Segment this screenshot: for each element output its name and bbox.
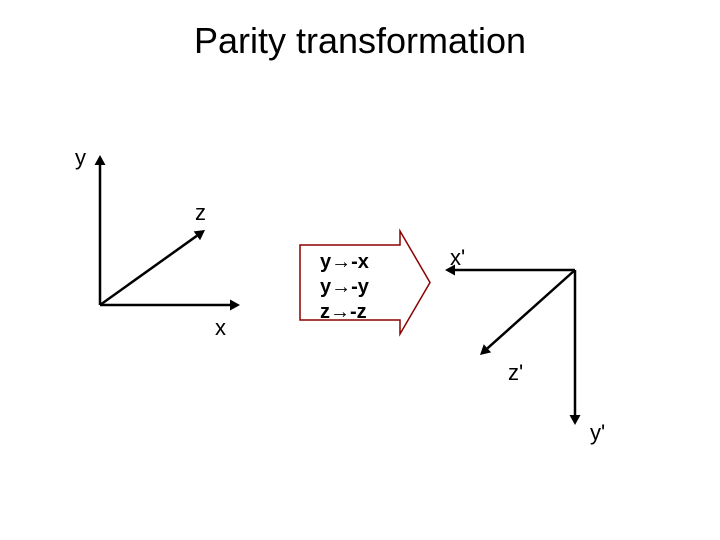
left-axis-y	[95, 155, 106, 305]
left-label-x: x	[215, 315, 226, 341]
slide: Parity transformation yxzx'y'z'y→-x y→-y…	[0, 0, 720, 540]
left-axis-z	[100, 230, 205, 305]
right-axis-zprime	[480, 270, 575, 355]
right-label-zprime: z'	[508, 360, 523, 386]
right-label-yprime: y'	[590, 420, 605, 446]
right-axis-yprime	[570, 270, 581, 425]
right-label-xprime: x'	[450, 245, 465, 271]
left-label-y: y	[75, 145, 86, 171]
left-label-z: z	[195, 200, 206, 226]
transform-text: y→-x y→-y z→-z	[320, 250, 369, 325]
left-axis-x	[100, 300, 240, 311]
